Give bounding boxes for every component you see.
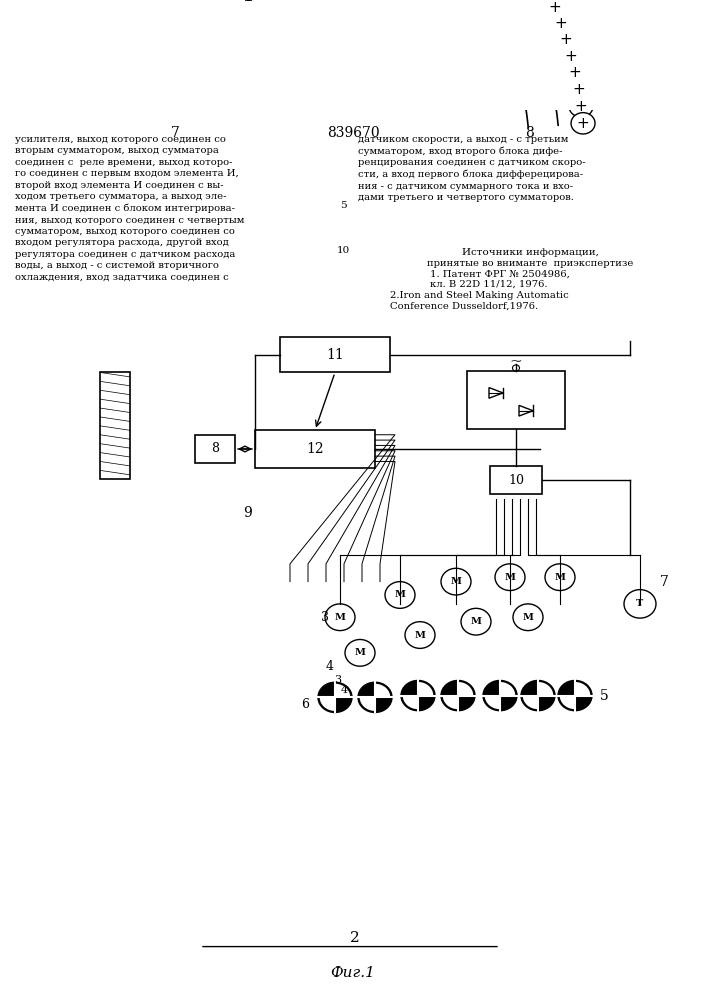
Text: M: M	[395, 590, 405, 599]
Text: +: +	[564, 49, 577, 64]
Circle shape	[513, 604, 543, 631]
Text: 3: 3	[321, 611, 329, 624]
Wedge shape	[522, 696, 538, 709]
Bar	[490, 466, 542, 494]
Text: ~: ~	[510, 355, 522, 369]
Wedge shape	[485, 696, 500, 709]
Circle shape	[559, 46, 583, 67]
Bar	[100, 372, 130, 479]
Text: 4: 4	[326, 660, 334, 673]
Text: M: M	[334, 613, 346, 622]
Circle shape	[495, 564, 525, 591]
Text: 839670: 839670	[327, 126, 380, 140]
Circle shape	[472, 5, 493, 25]
Text: Источники информации,: Источники информации,	[462, 248, 598, 257]
Circle shape	[346, 50, 368, 70]
Text: 3: 3	[334, 675, 341, 685]
Text: +: +	[548, 0, 561, 15]
Text: 11: 11	[326, 348, 344, 362]
Text: принятые во вниманте  приэкспертизе: принятые во вниманте приэкспертизе	[427, 259, 633, 268]
Circle shape	[461, 608, 491, 635]
Circle shape	[334, 26, 356, 46]
Text: 5: 5	[600, 689, 609, 703]
Text: +: +	[560, 32, 573, 47]
Text: +: +	[554, 16, 567, 31]
Text: M: M	[471, 617, 481, 626]
Wedge shape	[560, 696, 575, 709]
Circle shape	[558, 680, 592, 711]
Text: кл. В 22D 11/12, 1976.: кл. В 22D 11/12, 1976.	[430, 280, 547, 289]
Circle shape	[483, 680, 517, 711]
Wedge shape	[335, 684, 350, 697]
Circle shape	[535, 0, 559, 2]
Text: 5: 5	[339, 201, 346, 210]
Text: усилителя, выход которого соединен со
вторым сумматором, выход сумматора
соедине: усилителя, выход которого соединен со вт…	[15, 135, 245, 282]
Circle shape	[318, 682, 352, 712]
Circle shape	[358, 682, 392, 712]
Wedge shape	[403, 696, 418, 709]
Polygon shape	[194, 0, 455, 63]
Text: M: M	[522, 613, 534, 622]
Circle shape	[571, 113, 595, 134]
Circle shape	[566, 79, 590, 100]
Bar	[467, 371, 565, 429]
Text: 1. Патент ФРГ № 2504986,: 1. Патент ФРГ № 2504986,	[430, 269, 570, 278]
Bar	[255, 430, 375, 468]
Text: 9: 9	[244, 506, 252, 520]
Text: T: T	[636, 599, 643, 608]
Text: +: +	[575, 99, 588, 114]
Circle shape	[549, 13, 573, 34]
Text: Conference Dusseldorf,1976.: Conference Dusseldorf,1976.	[390, 301, 538, 310]
Text: 10: 10	[508, 474, 524, 487]
Circle shape	[401, 680, 435, 711]
Wedge shape	[360, 697, 375, 711]
Text: M: M	[450, 577, 462, 586]
Circle shape	[405, 622, 435, 648]
Wedge shape	[458, 682, 473, 696]
Wedge shape	[320, 697, 335, 711]
Wedge shape	[375, 684, 390, 697]
Text: +: +	[577, 116, 590, 131]
Circle shape	[563, 62, 587, 84]
Text: Фиг.1: Фиг.1	[331, 966, 375, 980]
Text: 10: 10	[337, 246, 350, 255]
Circle shape	[624, 590, 656, 618]
Text: 1: 1	[242, 0, 252, 4]
Bar	[195, 435, 235, 463]
Text: 2: 2	[350, 931, 360, 945]
Text: 7: 7	[660, 575, 669, 589]
Text: 4: 4	[341, 685, 348, 695]
Wedge shape	[443, 696, 458, 709]
Text: +: +	[568, 65, 581, 80]
Wedge shape	[500, 682, 515, 696]
Circle shape	[441, 568, 471, 595]
Text: 6: 6	[301, 698, 309, 711]
Text: M: M	[554, 573, 566, 582]
Circle shape	[325, 604, 355, 631]
Text: 7: 7	[170, 126, 180, 140]
Circle shape	[521, 680, 555, 711]
Circle shape	[554, 29, 578, 50]
Wedge shape	[538, 682, 554, 696]
Text: 2.Iron and Steel Making Automatic: 2.Iron and Steel Making Automatic	[390, 291, 568, 300]
Text: датчиком скорости, а выход - с третьим
сумматором, вход второго блока дифе-
ренц: датчиком скорости, а выход - с третьим с…	[358, 135, 585, 202]
Circle shape	[569, 96, 593, 117]
Circle shape	[441, 680, 475, 711]
Circle shape	[542, 0, 566, 18]
Circle shape	[302, 0, 324, 1]
Wedge shape	[418, 682, 433, 696]
Text: M: M	[355, 648, 366, 657]
Circle shape	[385, 582, 415, 608]
Circle shape	[345, 639, 375, 666]
Circle shape	[545, 564, 575, 591]
Bar	[280, 337, 390, 372]
Circle shape	[319, 3, 341, 23]
Text: +: +	[572, 82, 585, 97]
Text: M: M	[414, 631, 426, 640]
Wedge shape	[575, 682, 590, 696]
Text: 8: 8	[211, 442, 219, 455]
Text: 8: 8	[525, 126, 534, 140]
Text: 12: 12	[306, 442, 324, 456]
Text: M: M	[505, 573, 515, 582]
